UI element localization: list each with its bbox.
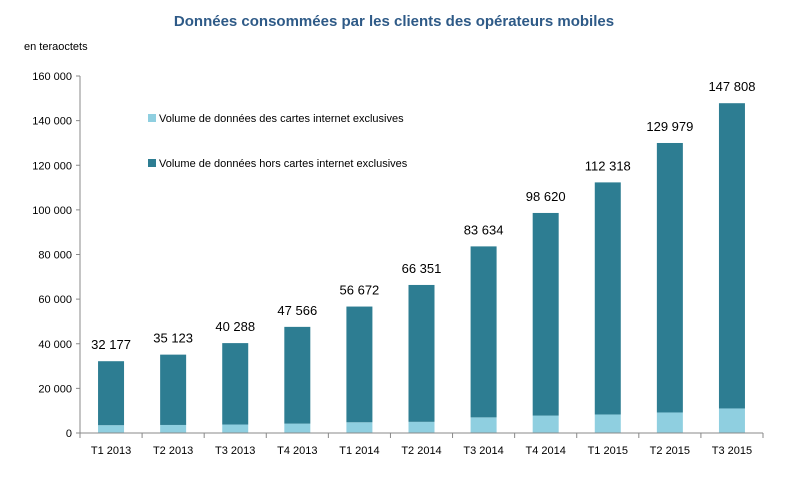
- bar-segment-hors-cartes-internet: [98, 361, 125, 426]
- y-axis: 0 20 000 40 000 60 000 80 000 100 000 120 000 1…: [32, 71, 81, 440]
- bar-total-label: 32 177: [91, 337, 131, 352]
- bar-total-label: 129 979: [646, 119, 693, 134]
- x-tick-label: T4 2014: [525, 445, 565, 457]
- y-tick-label: 80 000: [38, 250, 72, 262]
- x-tick-label: T3 2014: [463, 445, 503, 457]
- bar-segment-hors-cartes-internet: [160, 354, 187, 425]
- bar-segment-hors-cartes-internet: [222, 343, 249, 425]
- y-tick-label: 20 000: [38, 383, 72, 395]
- bar-segment-cartes-internet: [346, 422, 373, 433]
- y-axis-unit-label: en teraoctets: [24, 41, 88, 53]
- bar-total-label: 40 288: [215, 319, 255, 334]
- x-tick-label: T1 2013: [91, 445, 131, 457]
- bars: 32 177 35 123 40 288 47 566 56 672 66 351 83 6…: [91, 79, 755, 433]
- bar-total-label: 56 672: [340, 283, 380, 298]
- y-tick-label: 140 000: [32, 116, 72, 128]
- bar-segment-cartes-internet: [532, 415, 559, 433]
- bar-segment-cartes-internet: [470, 417, 497, 433]
- bar-segment-hors-cartes-internet: [408, 284, 435, 422]
- bar-segment-cartes-internet: [594, 414, 621, 433]
- bar-segment-hors-cartes-internet: [656, 142, 683, 413]
- legend-label: Volume de données des cartes internet ex…: [159, 113, 404, 125]
- x-axis: T1 2013 T2 2013 T3 2013 T4 2013 T1 2014 T2 20…: [79, 432, 764, 457]
- legend-label: Volume de données hors cartes internet e…: [159, 158, 408, 170]
- x-tick-label: T1 2015: [588, 445, 628, 457]
- bar-segment-cartes-internet: [284, 423, 311, 433]
- bar-segment-hors-cartes-internet: [284, 326, 311, 424]
- legend: Volume de données des cartes internet ex…: [148, 113, 408, 170]
- y-tick-label: 40 000: [38, 339, 72, 351]
- bar-segment-cartes-internet: [222, 424, 249, 433]
- bar-segment-hors-cartes-internet: [470, 246, 497, 418]
- chart-title: Données consommées par les clients des o…: [174, 13, 614, 30]
- bar-total-label: 112 318: [585, 158, 631, 173]
- bar-total-label: 98 620: [526, 189, 566, 204]
- bar-segment-cartes-internet: [656, 412, 683, 433]
- bar-total-label: 47 566: [277, 303, 317, 318]
- bar-total-label: 35 123: [153, 331, 193, 346]
- bar-total-label: 83 634: [464, 222, 504, 237]
- y-tick-label: 120 000: [32, 160, 72, 172]
- bar-segment-cartes-internet: [408, 421, 435, 433]
- legend-swatch: [148, 114, 156, 122]
- x-tick-label: T3 2013: [215, 445, 255, 457]
- bar-total-label: 147 808: [708, 79, 755, 94]
- x-tick-label: T4 2013: [277, 445, 317, 457]
- legend-swatch: [148, 159, 156, 167]
- x-tick-label: T2 2013: [153, 445, 193, 457]
- y-tick-label: 0: [66, 428, 72, 440]
- x-tick-label: T2 2014: [401, 445, 441, 457]
- x-tick-label: T1 2014: [339, 445, 379, 457]
- bar-segment-hors-cartes-internet: [532, 212, 559, 416]
- bar-total-label: 66 351: [402, 261, 442, 276]
- x-tick-label: T2 2015: [650, 445, 690, 457]
- y-tick-label: 100 000: [32, 205, 72, 217]
- bar-segment-hors-cartes-internet: [346, 306, 373, 423]
- bar-segment-cartes-internet: [98, 425, 125, 433]
- bar-segment-hors-cartes-internet: [718, 103, 745, 409]
- bar-segment-cartes-internet: [718, 408, 745, 433]
- x-tick-label: T3 2015: [712, 445, 752, 457]
- bar-segment-cartes-internet: [160, 424, 187, 433]
- y-tick-label: 160 000: [32, 71, 72, 83]
- bar-segment-hors-cartes-internet: [594, 182, 621, 415]
- y-tick-label: 60 000: [38, 294, 72, 306]
